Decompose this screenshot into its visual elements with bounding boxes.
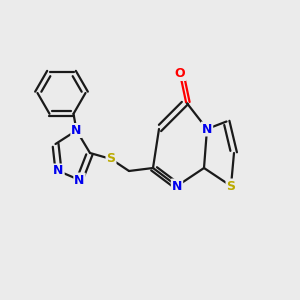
Text: O: O xyxy=(175,67,185,80)
Text: N: N xyxy=(53,164,64,178)
Text: S: S xyxy=(106,152,116,166)
Text: N: N xyxy=(202,122,212,136)
Text: N: N xyxy=(71,124,82,137)
Text: S: S xyxy=(226,179,236,193)
Text: N: N xyxy=(74,173,85,187)
Text: N: N xyxy=(172,179,182,193)
